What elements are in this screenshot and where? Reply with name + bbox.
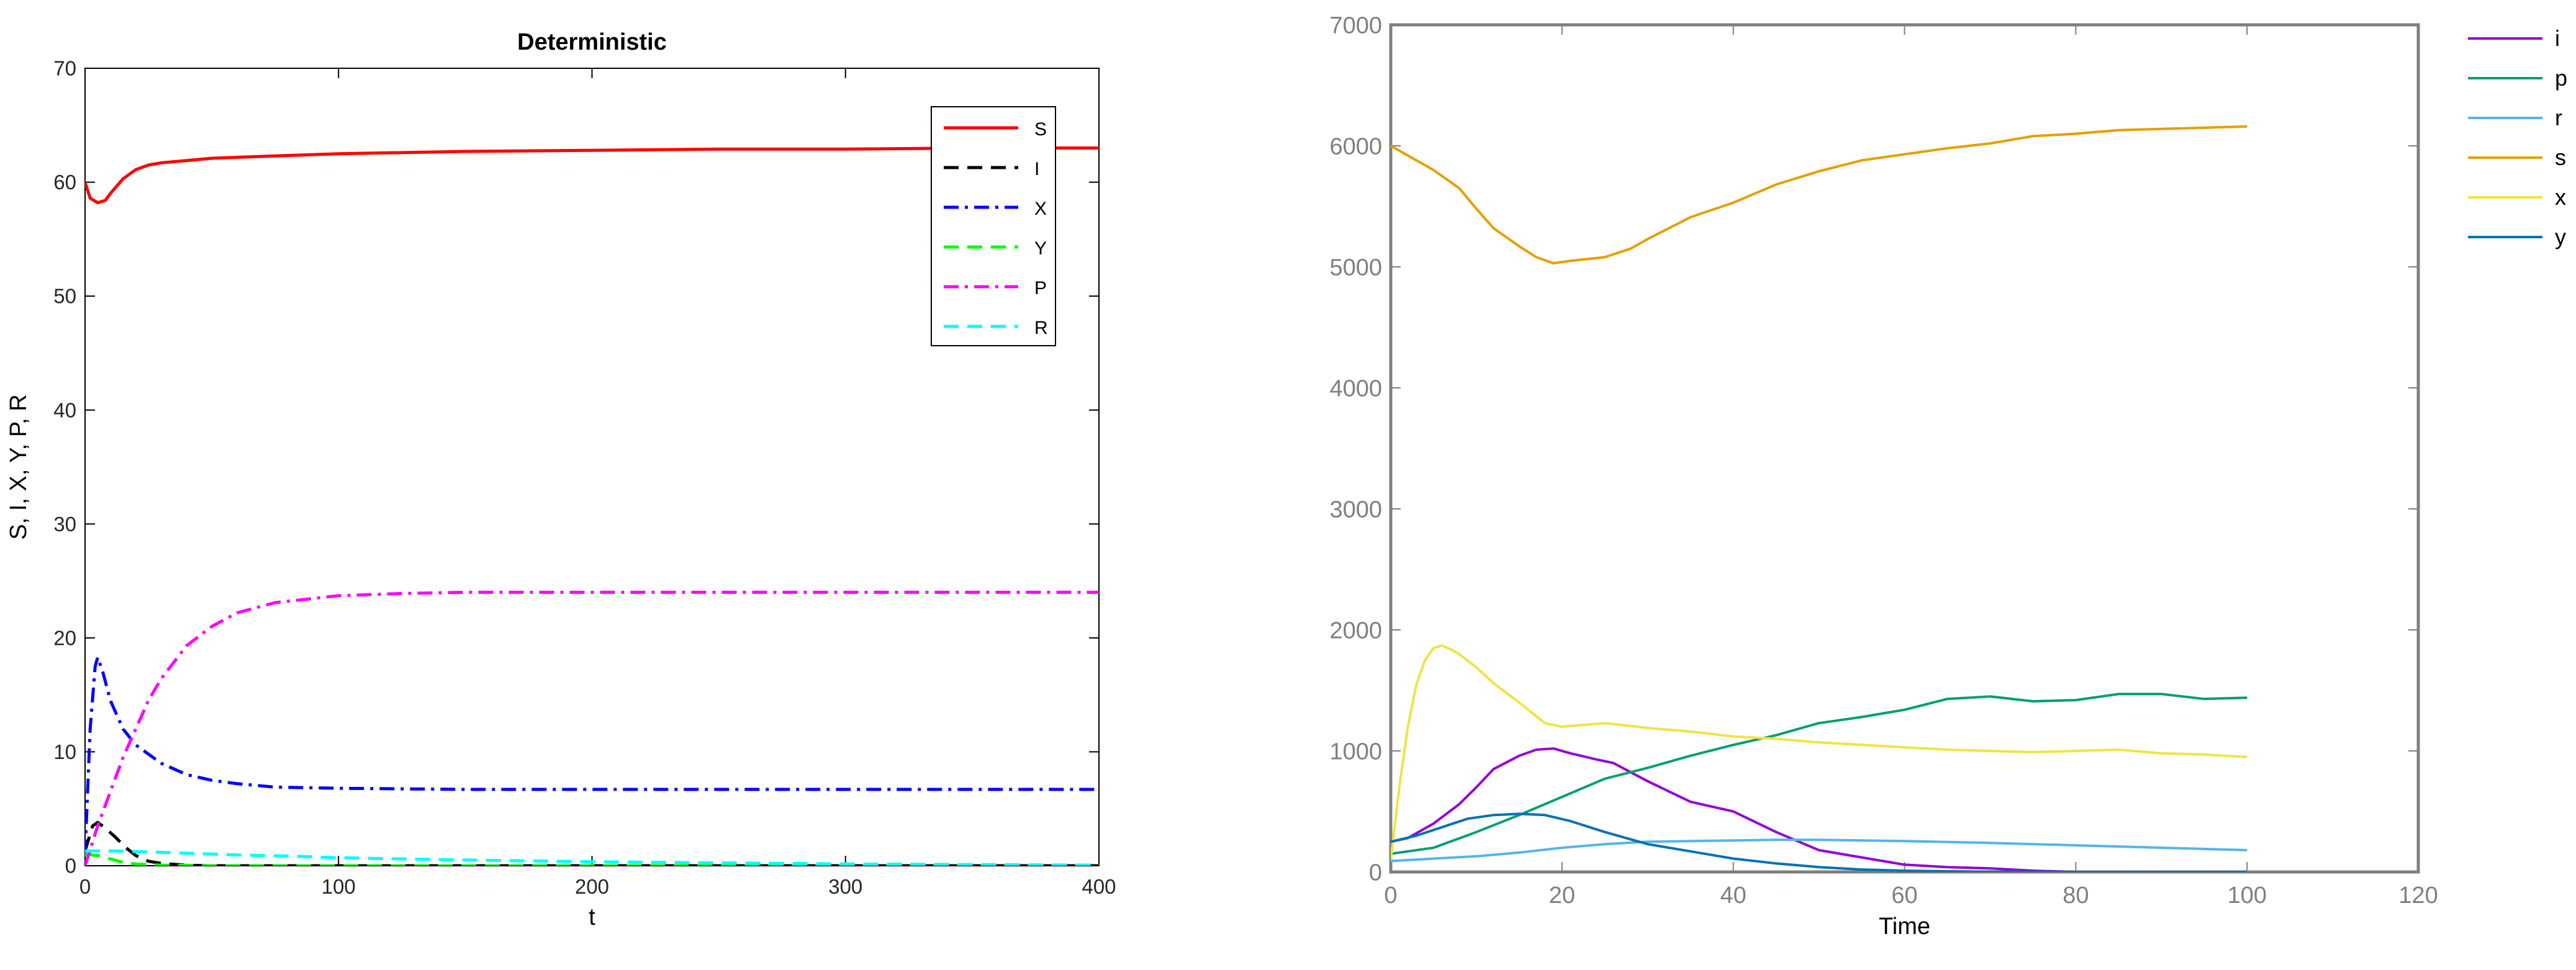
chart-title: Deterministic	[517, 29, 667, 55]
x-tick-label: 100	[2227, 882, 2266, 909]
series-line-s	[1391, 125, 2248, 265]
y-tick-label: 40	[53, 398, 76, 421]
y-tick-label: 20	[53, 626, 76, 649]
legend-label-P: P	[1034, 278, 1047, 299]
x-axis-label: Time	[1879, 914, 1930, 940]
x-axis-label: t	[589, 904, 595, 930]
y-tick-label: 70	[53, 57, 76, 80]
x-tick-label: 40	[1720, 882, 1747, 909]
series-line-S	[85, 146, 1099, 205]
series-line-i	[1391, 747, 2076, 872]
x-tick-label: 20	[1549, 882, 1575, 909]
y-tick-label: 50	[53, 285, 76, 308]
y-tick-label: 1000	[1329, 739, 1382, 765]
legend-label-s: s	[2555, 145, 2566, 170]
y-axis-label: S, I, X, Y, P, R	[6, 394, 32, 539]
y-tick-label: 5000	[1329, 254, 1382, 281]
x-tick-label: 200	[575, 875, 609, 898]
x-tick-label: 60	[1891, 882, 1917, 909]
x-tick-label: 80	[2063, 882, 2089, 909]
chart-2: 0 20 40 60 80 100 120 0 1000 2000 3000 4000 5000 6000…	[1329, 12, 2567, 940]
x-tick-label: 100	[322, 875, 356, 898]
series-line-r	[1391, 838, 2248, 863]
legend-label-S: S	[1034, 119, 1047, 140]
series-line-p	[1391, 693, 2248, 855]
legend-label-X: X	[1034, 199, 1047, 219]
series-line-R	[85, 849, 1099, 866]
x-tick-label: 0	[79, 875, 91, 898]
y-tick-label: 7000	[1329, 12, 1382, 38]
series-line-x	[1391, 644, 2248, 860]
series-group	[85, 146, 1099, 866]
y-tick-label: 30	[53, 513, 76, 536]
y-tick-label: 10	[53, 740, 76, 763]
series-line-I	[85, 820, 1099, 866]
series-line-y	[1391, 812, 2248, 872]
y-tick-label: 2000	[1329, 617, 1382, 644]
legend-label-p: p	[2555, 65, 2567, 91]
series-group	[1391, 125, 2248, 872]
x-tick-label: 120	[2398, 882, 2438, 909]
y-tick-label: 0	[1369, 860, 1382, 886]
x-tick-label: 400	[1082, 875, 1116, 898]
legend-label-Y: Y	[1034, 238, 1047, 259]
y-tick-label: 4000	[1329, 375, 1382, 402]
legend-label-x: x	[2555, 184, 2566, 210]
y-tick-label: 6000	[1329, 133, 1382, 159]
legend-label-i: i	[2555, 25, 2560, 51]
x-tick-label: 300	[828, 875, 862, 898]
x-tick-label: 0	[1384, 882, 1397, 909]
legend-label-y: y	[2555, 224, 2566, 249]
y-tick-label: 3000	[1329, 496, 1382, 523]
y-tick-label: 0	[65, 855, 76, 878]
series-line-X	[85, 655, 1099, 855]
legend-label-I: I	[1034, 159, 1039, 179]
legend-box	[931, 106, 1056, 346]
series-line-Y	[85, 853, 1099, 866]
plot-area-frame	[1389, 23, 2420, 874]
series-line-P	[85, 590, 1099, 866]
y-tick-label: 60	[53, 171, 76, 194]
legend-label-R: R	[1034, 318, 1048, 338]
chart-1: Deterministic 0 100 200 300 400 0 10 20 30 40 50 60 7…	[6, 29, 1116, 930]
legend-label-r: r	[2555, 105, 2562, 130]
